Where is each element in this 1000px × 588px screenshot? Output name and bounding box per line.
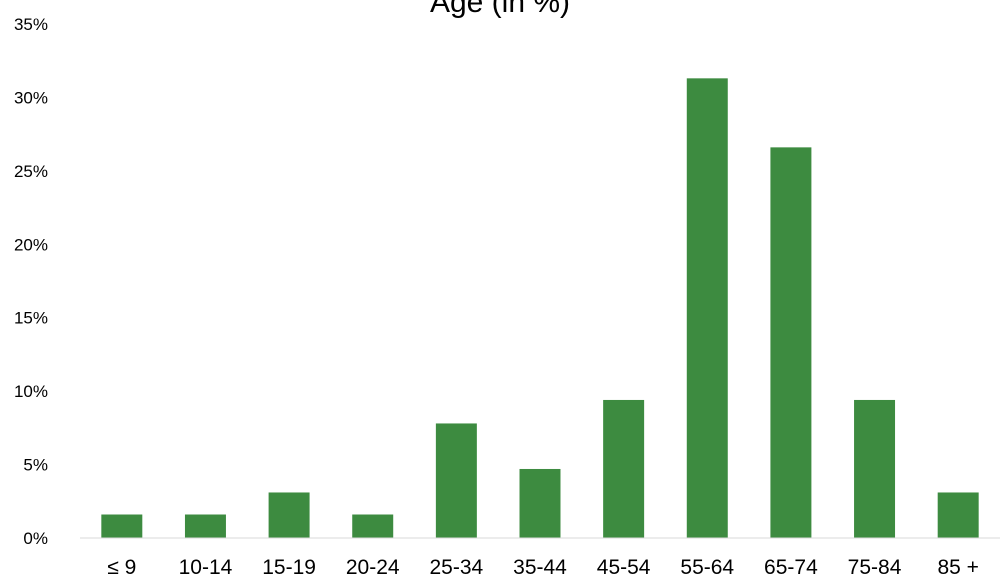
x-tick-label: 65-74: [764, 556, 818, 579]
y-axis-tick-labels: 0% 5% 10% 15% 20% 25% 30% 35%: [14, 15, 48, 548]
bar: [770, 147, 812, 539]
x-tick-label: 10-14: [179, 556, 233, 579]
y-tick-label: 30%: [14, 88, 48, 107]
x-tick-label: ≤ 9: [107, 556, 136, 579]
x-tick-label: 25-34: [430, 556, 484, 579]
chart-title: Age (in %): [429, 0, 571, 19]
y-tick-label: 20%: [14, 235, 48, 254]
y-tick-label: 15%: [14, 309, 48, 328]
x-tick-label: 35-44: [513, 556, 567, 579]
x-tick-label: 20-24: [346, 556, 400, 579]
y-tick-label: 10%: [14, 382, 48, 401]
bar: [519, 468, 561, 538]
bar: [184, 514, 226, 538]
y-tick-label: 35%: [14, 15, 48, 34]
x-tick-label: 15-19: [262, 556, 316, 579]
bar: [686, 78, 728, 538]
x-axis-tick-labels: ≤ 9 10-14 15-19 20-24 25-34 35-44 45-54 55-64 65…: [107, 556, 979, 579]
y-tick-label: 0%: [23, 529, 48, 548]
bar: [937, 492, 979, 538]
bar: [854, 399, 896, 538]
y-tick-label: 25%: [14, 162, 48, 181]
y-tick-label: 5%: [23, 456, 48, 475]
x-tick-label: 45-54: [597, 556, 651, 579]
bar: [101, 514, 143, 538]
bar-series: [101, 78, 979, 539]
bar: [268, 492, 310, 538]
x-tick-label: 75-84: [848, 556, 902, 579]
x-tick-label: 85 +: [937, 556, 978, 579]
bar: [603, 399, 645, 538]
bar: [352, 514, 394, 538]
x-tick-label: 55-64: [680, 556, 734, 579]
bar: [435, 423, 477, 538]
